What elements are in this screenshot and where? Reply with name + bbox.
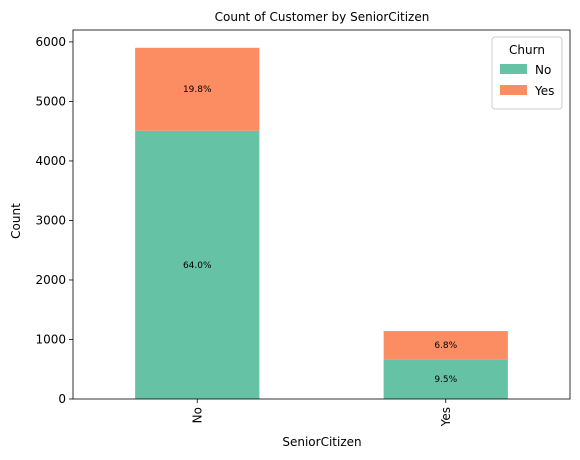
- data-label: 64.0%: [183, 261, 212, 271]
- data-label: 9.5%: [434, 375, 457, 385]
- x-axis-label: SeniorCitizen: [282, 435, 361, 449]
- y-tick-label: 0: [58, 392, 66, 406]
- x-tick-label: Yes: [439, 407, 453, 427]
- data-label: 19.8%: [183, 85, 212, 95]
- plot-area: 64.0% 19.8% 9.5% 6.8% 0 1000 2000 3000 4000 5000 6…: [35, 29, 571, 427]
- bar-no-no: [135, 130, 260, 399]
- y-tick-label: 6000: [35, 35, 66, 49]
- legend-title: Churn: [509, 43, 545, 57]
- y-axis-label: Count: [9, 203, 23, 239]
- legend-label-yes: Yes: [534, 84, 554, 98]
- y-tick-label: 4000: [35, 154, 66, 168]
- y-tick-label: 5000: [35, 94, 66, 108]
- y-tick-label: 1000: [35, 332, 66, 346]
- bar-yes-no: [383, 359, 508, 399]
- chart-title: Count of Customer by SeniorCitizen: [215, 10, 430, 24]
- legend-label-no: No: [535, 63, 551, 77]
- axes-frame: [72, 29, 571, 400]
- x-tick-label: No: [190, 407, 204, 423]
- bar-no-yes: [135, 47, 260, 131]
- y-tick-label: 3000: [35, 213, 66, 227]
- data-label: 6.8%: [434, 341, 457, 351]
- y-tick-label: 2000: [35, 273, 66, 287]
- legend-swatch-yes: [500, 85, 527, 95]
- bar-yes-yes: [383, 331, 508, 360]
- legend-swatch-no: [500, 64, 527, 74]
